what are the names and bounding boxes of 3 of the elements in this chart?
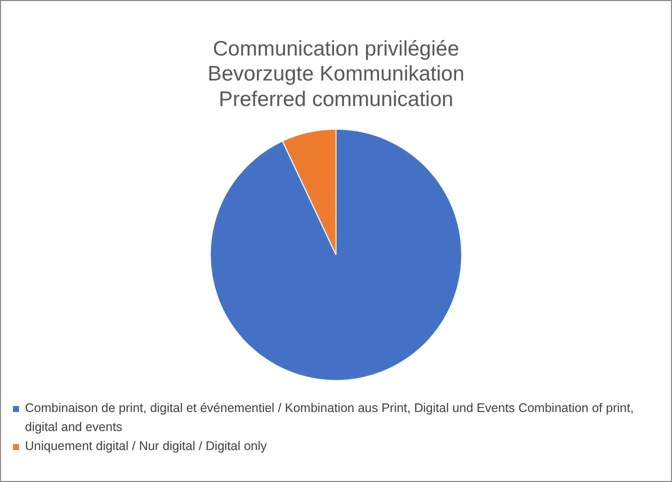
legend-label: Combinaison de print, digital et événementiel / Kombination aus Print, Digital und Events Combination of print, digital and events — [25, 400, 635, 436]
chart-title: Communication privilégiée Bevorzugte Kommunikation Preferred communication — [208, 37, 464, 111]
legend-label: Uniquement digital / Nur digital / Digital only — [25, 438, 267, 455]
